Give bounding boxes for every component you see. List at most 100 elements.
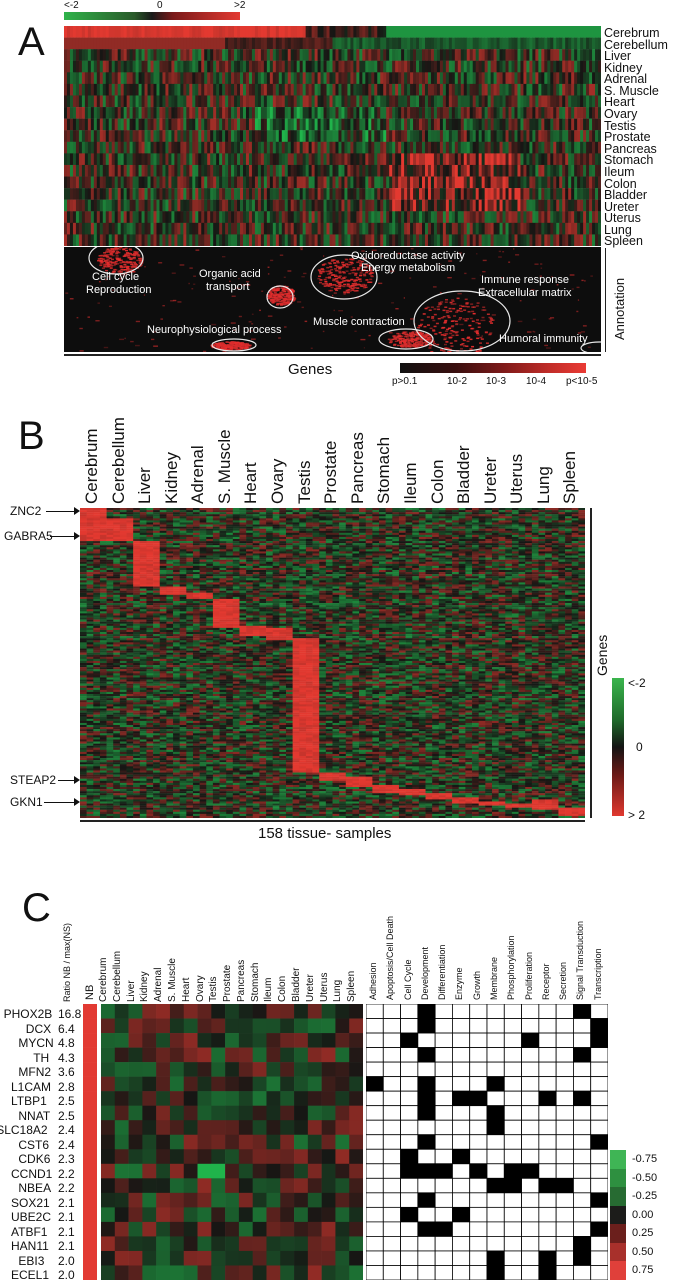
gene-name-c-16: HAN11 <box>11 1240 49 1252</box>
gene-ratio-c-3: 4.3 <box>58 1052 75 1064</box>
panel-c-heatmap <box>83 1004 363 1280</box>
panel-b-genes-label: Genes <box>594 635 610 676</box>
gene-name-c-15: ATBF1 <box>11 1226 47 1238</box>
arrow-znc2 <box>46 511 76 512</box>
gene-name-c-0: PHOX2B <box>4 1008 53 1020</box>
column-label-b-2: Liver <box>135 467 155 504</box>
column-label-b-10: Pancreas <box>348 432 368 504</box>
legend-swatch-5 <box>610 1243 626 1262</box>
tissue-header-c-4: Adrenal <box>153 968 164 1002</box>
gene-name-c-10: CDK6 <box>18 1153 50 1165</box>
column-label-b-12: Ileum <box>401 462 421 504</box>
gene-ratio-c-7: 2.5 <box>58 1110 75 1122</box>
arrowhead-gabra5 <box>74 532 80 540</box>
pvalue-label-1: p>0.1 <box>392 376 417 387</box>
gene-marker-gabra5: GABRA5 <box>4 530 53 542</box>
gene-name-c-13: SOX21 <box>11 1197 50 1209</box>
annotation-extracellular-matrix: Extracellular matrix <box>478 287 572 299</box>
category-header-c-7: Membrane <box>489 957 499 1000</box>
arrow-gabra5 <box>50 536 76 537</box>
gene-name-c-6: LTBP1 <box>11 1095 47 1107</box>
gene-name-c-17: EBI3 <box>18 1255 44 1267</box>
tissue-header-c-1: Cerebellum <box>112 951 123 1002</box>
category-header-c-8: Phosphorylation <box>506 935 516 1000</box>
column-label-b-0: Cerebrum <box>82 428 102 504</box>
gene-ratio-c-0: 16.8 <box>58 1008 81 1020</box>
gene-ratio-c-5: 2.8 <box>58 1081 75 1093</box>
column-label-b-8: Testis <box>295 461 315 504</box>
category-header-c-13: Transcription <box>593 948 603 1000</box>
gene-name-c-7: NNAT <box>18 1110 50 1122</box>
column-label-b-14: Bladder <box>454 445 474 504</box>
gene-name-c-11: CCND1 <box>11 1168 52 1180</box>
scale-low-label: <-2 <box>64 0 79 11</box>
pvalue-label-4: 10-4 <box>526 376 546 387</box>
column-label-b-1: Cerebellum <box>109 417 129 504</box>
annotation-panel: Cell cycle Reproduction Organic acid tra… <box>64 247 601 352</box>
annotation-neurophysiological: Neurophysiological process <box>147 324 282 336</box>
category-header-c-4: Differentiation <box>437 945 447 1000</box>
legend-swatch-1 <box>610 1169 626 1188</box>
panel-c-letter: C <box>22 888 51 928</box>
gene-ratio-c-8: 2.4 <box>58 1124 75 1136</box>
pvalue-color-scale <box>400 363 586 373</box>
annotation-energy-metabolism: Energy metabolism <box>361 262 455 274</box>
column-label-b-16: Uterus <box>507 454 527 504</box>
column-label-b-4: Adrenal <box>188 445 208 504</box>
category-header-c-1: Apoptosis/Cell Death <box>385 916 395 1000</box>
legend-swatch-4 <box>610 1224 626 1243</box>
annotation-oxidoreductase: Oxidoreductase activity <box>351 250 465 262</box>
tissue-header-c-12: Ileum <box>263 978 274 1002</box>
annotation-reproduction: Reproduction <box>86 284 151 296</box>
annotation-cell-cycle: Cell cycle <box>92 271 139 283</box>
legend-label-1: -0.50 <box>632 1172 657 1184</box>
category-header-c-6: Growth <box>472 971 482 1000</box>
annotation-transport: transport <box>206 281 249 293</box>
gene-ratio-c-16: 2.1 <box>58 1240 75 1252</box>
panel-a-letter: A <box>18 22 45 62</box>
category-header-c-11: Secretion <box>558 962 568 1000</box>
gene-ratio-c-14: 2.1 <box>58 1211 75 1223</box>
annotation-immune-response: Immune response <box>481 274 569 286</box>
panel-b-scale-mid: 0 <box>636 740 643 754</box>
tissue-header-c-3: Kidney <box>139 971 150 1002</box>
category-header-c-9: Proliferation <box>524 952 534 1000</box>
gene-name-c-14: UBE2C <box>11 1211 51 1223</box>
panel-a-genes-rule <box>64 354 601 356</box>
tissue-header-c-5: S. Muscle <box>167 958 178 1002</box>
category-header-c-3: Development <box>420 947 430 1000</box>
column-label-b-6: Heart <box>241 462 261 504</box>
annotation-organic-acid: Organic acid <box>199 268 261 280</box>
legend-label-3: 0.00 <box>632 1209 653 1221</box>
annotation-muscle-contraction: Muscle contraction <box>313 316 405 328</box>
gene-marker-znc2: ZNC2 <box>10 505 41 517</box>
column-label-b-11: Stomach <box>374 437 394 504</box>
tissue-header-c-14: Bladder <box>291 968 302 1002</box>
gene-ratio-c-9: 2.4 <box>58 1139 75 1151</box>
annotation-bracket <box>605 248 612 352</box>
tissue-header-c-2: Liver <box>126 980 137 1002</box>
pvalue-label-2: 10-2 <box>447 376 467 387</box>
panel-b-color-scale <box>612 678 624 816</box>
tissue-header-c-10: Pancreas <box>236 960 247 1002</box>
column-label-b-18: Spleen <box>560 451 580 504</box>
tissue-header-c-17: Lung <box>332 980 343 1002</box>
gene-name-c-4: MFN2 <box>18 1066 51 1078</box>
panel-b-samples-rule <box>80 820 585 822</box>
pvalue-label-5: p<10-5 <box>566 376 597 387</box>
panel-a-genes-label: Genes <box>288 361 332 378</box>
gene-ratio-c-2: 4.8 <box>58 1037 75 1049</box>
panel-a-heatmap <box>64 26 601 246</box>
gene-name-c-12: NBEA <box>18 1182 51 1194</box>
tissue-header-c-15: Ureter <box>305 974 316 1002</box>
gene-ratio-c-11: 2.2 <box>58 1168 75 1180</box>
gene-ratio-c-17: 2.0 <box>58 1255 75 1267</box>
legend-swatch-3 <box>610 1206 626 1225</box>
annotation-humoral-immunity: Humoral immunity <box>499 333 588 345</box>
legend-label-4: 0.25 <box>632 1227 653 1239</box>
column-label-b-15: Ureter <box>481 457 501 504</box>
gene-name-c-1: DCX <box>26 1023 51 1035</box>
arrowhead-steap2 <box>74 776 80 784</box>
legend-swatch-2 <box>610 1187 626 1206</box>
panel-b-genes-bracket <box>590 508 592 818</box>
